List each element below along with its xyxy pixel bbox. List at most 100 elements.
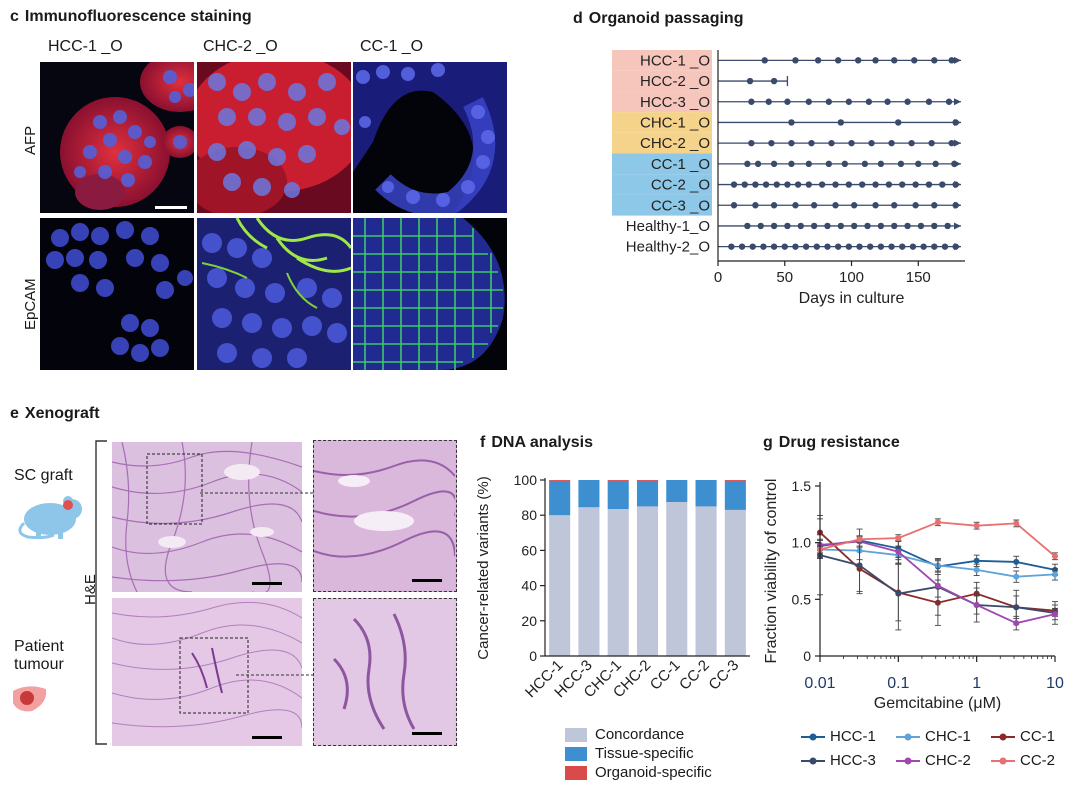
- passage-point: [749, 243, 756, 250]
- passage-point: [770, 160, 778, 168]
- x-tick-label: 0.1: [887, 675, 909, 692]
- series-point: [856, 536, 863, 543]
- passage-point: [834, 57, 842, 64]
- passage-point: [744, 160, 751, 168]
- passage-point: [752, 181, 759, 188]
- passage-point: [784, 181, 791, 188]
- y-axis-label: Fraction viability of control: [763, 479, 780, 664]
- legend-tissue-specific: Tissue-specific: [565, 745, 694, 762]
- passage-point: [952, 119, 959, 126]
- passage-point: [845, 181, 853, 188]
- passage-point: [854, 57, 862, 64]
- row-label-afp: AFP: [22, 125, 39, 155]
- y-axis-label: Cancer-related variants (%): [475, 476, 492, 659]
- passage-point: [730, 202, 738, 209]
- group-band: [612, 194, 712, 216]
- x-tick-label: CC-3: [705, 657, 742, 694]
- series-point: [1013, 604, 1020, 611]
- micrograph-afp-hcc1: [40, 62, 194, 213]
- x-tick-label: CC-2: [676, 657, 713, 694]
- passage-point: [856, 243, 863, 250]
- dna-analysis-chart: HCC-1HCC-3CHC-1CHC-2CC-1CC-2CC-302040608…: [475, 472, 750, 701]
- passage-point: [781, 243, 788, 250]
- liver-icon: [13, 686, 47, 712]
- passage-point: [925, 98, 933, 105]
- legend-item: HCC-3: [800, 752, 876, 769]
- passage-point: [941, 243, 949, 250]
- panel-c-title: c Immunofluorescence staining: [10, 8, 252, 26]
- legend-concordance: Concordance: [565, 726, 684, 743]
- series-point: [1013, 620, 1020, 627]
- passage-point: [752, 202, 759, 209]
- column-label-hcc1: HCC-1 _O: [48, 38, 123, 55]
- bar-segment: [724, 509, 746, 656]
- row-label: CHC-1 _O: [640, 114, 710, 131]
- row-label: HCC-2 _O: [640, 73, 710, 90]
- group-band: [612, 174, 712, 195]
- panel-g-letter: g: [763, 434, 773, 451]
- legend-swatch: [565, 765, 587, 780]
- y-tick-label: 0: [529, 648, 537, 664]
- passage-point: [895, 119, 902, 126]
- organoid-passaging-chart: HCC-1 _O HCC-2 _O HCC-3 _O CHC-1 _O CHC-2 _O…: [612, 50, 965, 307]
- row-label: Healthy-1_O: [626, 218, 710, 235]
- passage-point: [865, 98, 873, 105]
- bar-segment: [636, 480, 659, 507]
- legend-marker: [991, 733, 1015, 740]
- series-point: [973, 522, 980, 529]
- legend-label: Tissue-specific: [595, 745, 694, 762]
- bar-segment: [549, 515, 571, 656]
- row-label: CHC-2 _O: [640, 135, 710, 152]
- y-tick-label: 0: [803, 648, 811, 664]
- passage-point: [891, 57, 898, 64]
- passage-point: [944, 222, 951, 230]
- x-tick-label: 10: [1046, 675, 1064, 692]
- legend-label: HCC-3: [830, 752, 876, 769]
- panel-g-title: g Drug resistance: [763, 434, 900, 452]
- bar-segment: [724, 480, 746, 481]
- sc-graft-label: SC graft: [14, 467, 73, 484]
- legend-label: CHC-2: [925, 752, 971, 769]
- passage-point: [770, 202, 778, 209]
- row-label: CC-2 _O: [651, 177, 710, 194]
- bar-segment: [607, 509, 629, 656]
- passage-point: [810, 202, 818, 209]
- patient-label-line2: tumour: [14, 656, 64, 673]
- passage-point: [911, 57, 918, 64]
- passage-point: [814, 57, 822, 64]
- passage-point: [773, 181, 780, 188]
- passage-point: [908, 139, 915, 147]
- x-axis-label: Gemcitabine (μM): [874, 695, 1001, 712]
- legend-marker: [896, 757, 920, 764]
- passage-point: [920, 243, 927, 250]
- legend-marker: [896, 733, 920, 740]
- drug-resistance-legend: HCC-1 CHC-1 CC-1 HCC-3 CHC-2 CC-2: [800, 728, 1076, 784]
- passage-point: [891, 222, 898, 230]
- passage-point: [885, 181, 893, 188]
- micrograph-afp-cc1: [353, 62, 507, 213]
- panel-e-title: e Xenograft: [10, 405, 100, 423]
- row-label: HCC-3 _O: [640, 94, 710, 111]
- passage-point: [917, 222, 925, 230]
- series-point: [1013, 558, 1020, 565]
- passage-point: [884, 98, 891, 105]
- passage-point: [746, 77, 754, 85]
- passage-point: [754, 160, 762, 168]
- passage-point: [948, 57, 955, 64]
- group-band: [612, 91, 712, 113]
- panel-f-title-text: DNA analysis: [491, 434, 593, 451]
- passage-arrow: [953, 222, 961, 230]
- legend-organoid-specific: Organoid-specific: [565, 764, 712, 781]
- row-label: HCC-1 _O: [640, 52, 710, 69]
- bar-segment: [549, 480, 571, 481]
- legend-swatch: [565, 727, 587, 742]
- passage-arrow: [953, 98, 961, 106]
- passage-point: [813, 243, 820, 250]
- x-tick-label: 150: [906, 269, 931, 286]
- passage-point: [928, 139, 935, 147]
- series-point: [1052, 571, 1058, 578]
- series-point: [1013, 520, 1020, 527]
- passage-point: [952, 202, 959, 209]
- bar-segment: [578, 480, 600, 508]
- legend-swatch: [565, 746, 587, 761]
